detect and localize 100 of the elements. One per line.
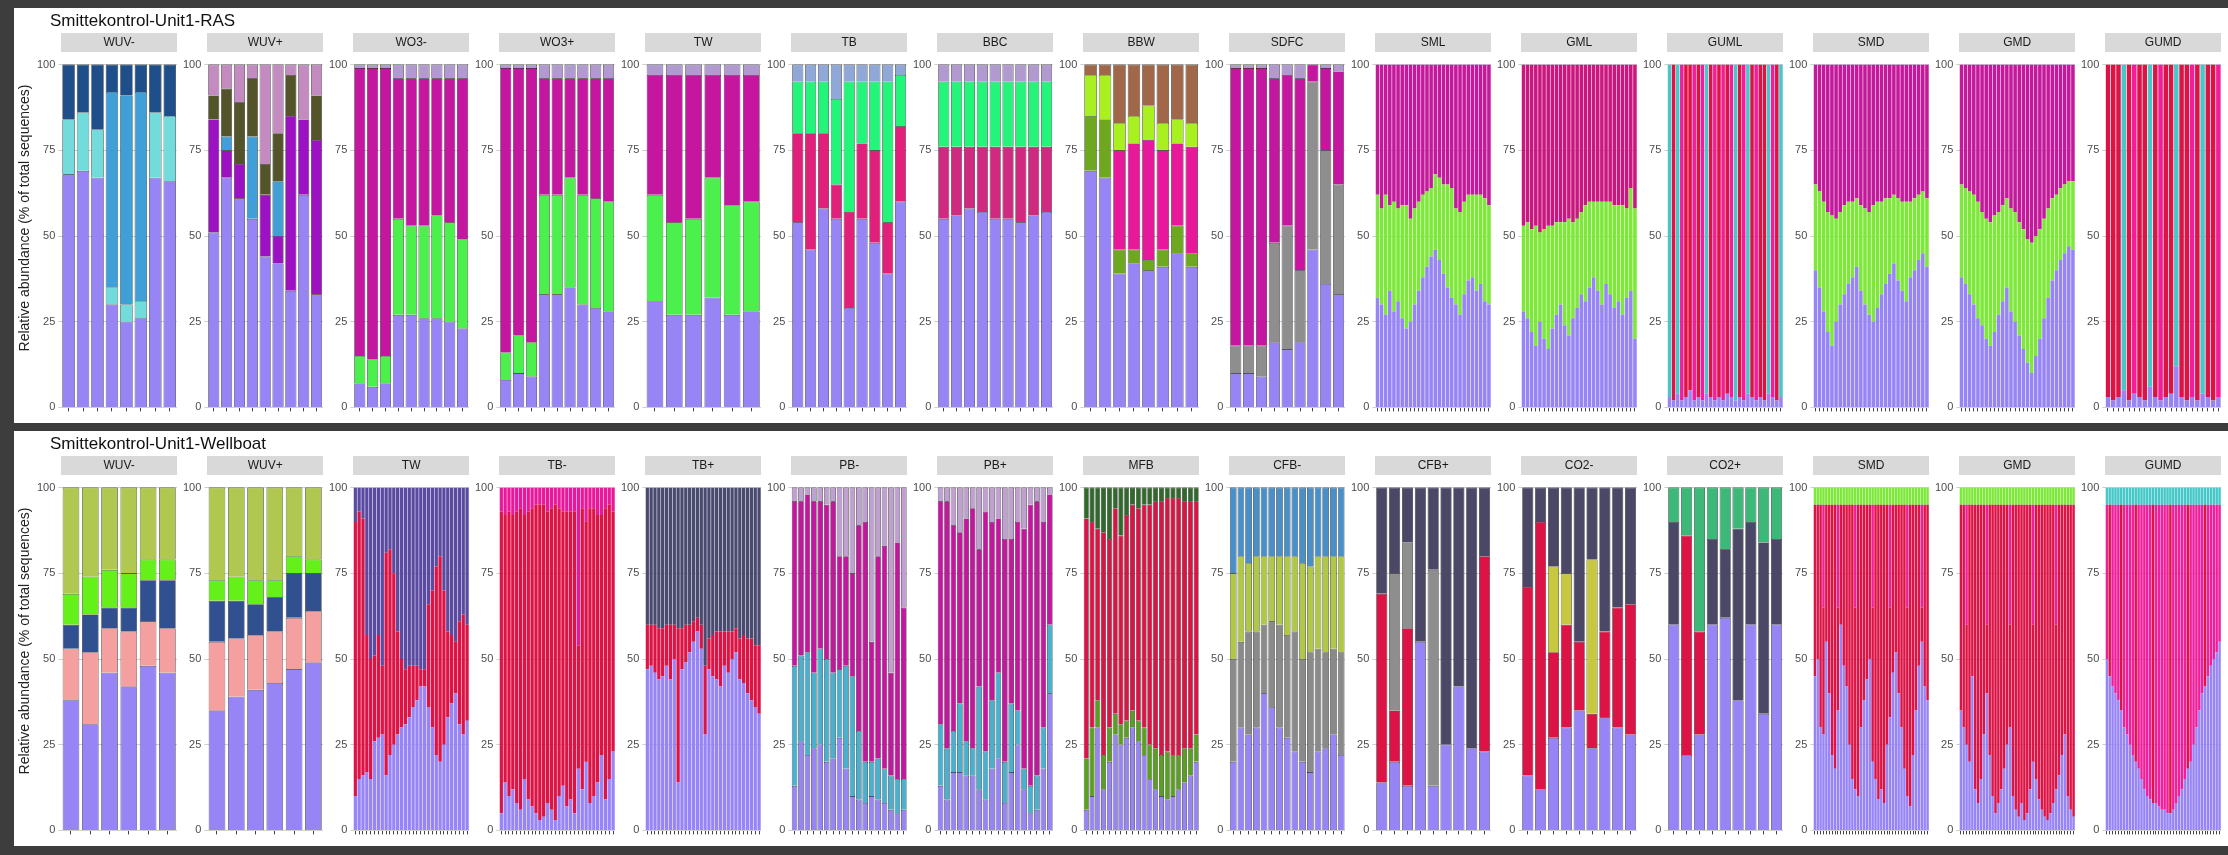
- y-tick-label: 0: [1071, 823, 1078, 836]
- bar: [668, 624, 673, 680]
- bar: [1968, 487, 1971, 505]
- y-tick-label: 0: [1217, 823, 1224, 836]
- bar: [507, 511, 511, 797]
- y-tick-label: 25: [773, 737, 786, 750]
- bar: [1396, 64, 1400, 209]
- y-tick-label: 75: [1357, 143, 1370, 156]
- bar: [588, 508, 592, 803]
- bar: [1746, 393, 1750, 407]
- y-tick-label: 25: [1503, 737, 1516, 750]
- bar: [745, 487, 750, 639]
- y-tick-label: 25: [1503, 314, 1516, 327]
- y-tick-label: 100: [1788, 480, 1808, 493]
- bar: [1487, 304, 1491, 407]
- bar: [572, 511, 577, 814]
- bar: [465, 487, 469, 625]
- y-tick-label: 0: [779, 400, 786, 413]
- bar: [576, 487, 581, 646]
- chart-subtitle: SML: [1375, 33, 1491, 52]
- bar: [438, 556, 442, 762]
- bar: [2158, 64, 2163, 401]
- bar: [2009, 64, 2013, 209]
- bar: [1546, 64, 1550, 226]
- y-tick-label: 25: [2087, 737, 2100, 750]
- bar: [2140, 487, 2143, 505]
- y-tick-label: 0: [1947, 400, 1954, 413]
- y-tick-label: 75: [1795, 143, 1808, 156]
- bar: [1400, 64, 1404, 206]
- bar: [1388, 64, 1392, 206]
- bar: [584, 761, 588, 830]
- chart-subtitle: WUV+: [207, 33, 323, 52]
- bar: [2163, 504, 2166, 810]
- y-tick-label: 0: [341, 823, 348, 836]
- bar: [2166, 813, 2169, 830]
- bar: [703, 487, 707, 666]
- bar: [2192, 487, 2195, 505]
- bar: [1863, 64, 1867, 209]
- y-tick-label: 75: [481, 143, 494, 156]
- y-tick-label: 100: [1350, 57, 1370, 70]
- bar: [1483, 198, 1487, 302]
- y-tick-label: 0: [195, 400, 202, 413]
- y-tick-label: 0: [1071, 400, 1078, 413]
- bar: [1750, 64, 1754, 398]
- y-tick-label: 75: [43, 566, 56, 579]
- bar: [2166, 487, 2169, 505]
- y-tick-label: 50: [1941, 229, 1954, 242]
- bar: [2218, 641, 2221, 830]
- y-tick-label: 100: [1642, 480, 1662, 493]
- bar: [1971, 676, 1974, 830]
- bar: [384, 552, 388, 776]
- bar: [1871, 504, 1874, 608]
- y-tick-label: 0: [779, 823, 786, 836]
- bar: [672, 659, 676, 830]
- bar: [1725, 393, 1730, 407]
- bar: [1775, 64, 1779, 401]
- y-tick-label: 50: [189, 652, 202, 665]
- chart-subtitle: GML: [1521, 33, 1637, 52]
- bar: [1892, 263, 1896, 407]
- y-tick-label: 50: [919, 652, 932, 665]
- bar: [419, 487, 423, 670]
- bar: [403, 487, 408, 670]
- bar: [2200, 64, 2205, 394]
- y-tick-label: 75: [773, 566, 786, 579]
- bar: [1984, 64, 1988, 219]
- bar: [557, 487, 561, 509]
- bar: [722, 665, 727, 830]
- bar: [726, 487, 730, 632]
- bar: [361, 775, 365, 830]
- bar: [423, 487, 427, 670]
- y-tick-label: 100: [1496, 57, 1516, 70]
- bar: [1900, 487, 1903, 505]
- chart-subtitle: SDFC: [1229, 33, 1345, 52]
- y-tick-label: 75: [1649, 143, 1662, 156]
- chart-title: Smittekontrol-Unit1-RAS: [49, 10, 237, 32]
- chart-subtitle: BBW: [1083, 33, 1199, 52]
- chart-subtitle: TB-: [499, 456, 615, 475]
- y-tick-label: 50: [919, 229, 932, 242]
- y-tick-label: 25: [1941, 314, 1954, 327]
- bar: [1741, 64, 1746, 401]
- bar: [757, 645, 761, 714]
- bar: [1425, 64, 1429, 192]
- chart-subtitle: CFB-: [1229, 456, 1345, 475]
- y-tick-label: 100: [182, 480, 202, 493]
- bar: [1688, 390, 1692, 407]
- bar: [1534, 225, 1538, 346]
- y-tick-label: 50: [1357, 229, 1370, 242]
- bar: [1392, 201, 1396, 312]
- bar: [2071, 249, 2075, 407]
- y-tick-label: 0: [1655, 823, 1662, 836]
- bar: [2043, 504, 2046, 817]
- bar: [499, 511, 503, 814]
- bar: [664, 487, 669, 625]
- y-tick-label: 25: [1795, 737, 1808, 750]
- bar: [1779, 64, 1783, 398]
- chart-subtitle: PB-: [791, 456, 907, 475]
- y-tick-label: 50: [1941, 652, 1954, 665]
- chart-subtitle: WUV-: [61, 33, 177, 52]
- y-tick-label: 75: [335, 143, 348, 156]
- chart-subtitle: WUV+: [207, 456, 323, 475]
